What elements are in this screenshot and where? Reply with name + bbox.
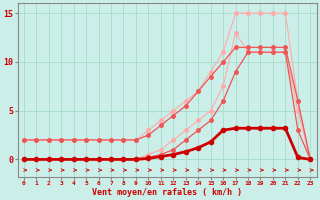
X-axis label: Vent moyen/en rafales ( km/h ): Vent moyen/en rafales ( km/h ) bbox=[92, 188, 242, 197]
